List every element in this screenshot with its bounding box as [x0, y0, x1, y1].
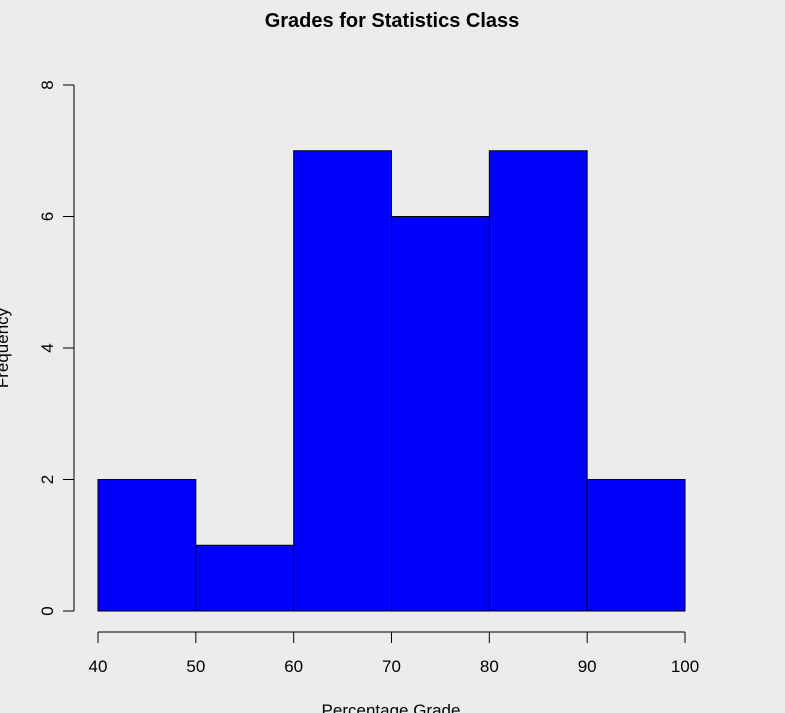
histogram-bar-70-80 — [391, 216, 490, 612]
y-tick-label: 8 — [38, 80, 57, 89]
x-tick-label: 40 — [89, 657, 108, 676]
x-tick-label: 50 — [186, 657, 205, 676]
histogram-bar-40-50 — [97, 479, 197, 612]
y-tick-label: 2 — [38, 475, 57, 484]
x-tick-label: 100 — [671, 657, 699, 676]
x-axis: 40 50 60 70 80 90 100 — [89, 631, 699, 676]
y-axis: 0 2 4 6 8 — [38, 80, 75, 616]
x-tick-label: 60 — [284, 657, 303, 676]
x-tick-label: 90 — [578, 657, 597, 676]
chart-title: Grades for Statistics Class — [265, 10, 520, 32]
x-tick-label: 80 — [480, 657, 499, 676]
histogram-bar-80-90 — [488, 150, 588, 612]
y-axis-label: Frequency — [0, 307, 12, 388]
y-tick-label: 0 — [38, 606, 57, 615]
x-tick-label: 70 — [382, 657, 401, 676]
y-tick-label: 4 — [38, 343, 57, 352]
histogram-bar-60-70 — [293, 150, 392, 612]
histogram-bar-90-100 — [586, 479, 686, 612]
histogram-bar-50-60 — [195, 544, 295, 612]
y-tick-label: 6 — [38, 212, 57, 221]
x-axis-label: Percentage Grade — [322, 701, 461, 713]
histogram-bars — [97, 150, 686, 612]
